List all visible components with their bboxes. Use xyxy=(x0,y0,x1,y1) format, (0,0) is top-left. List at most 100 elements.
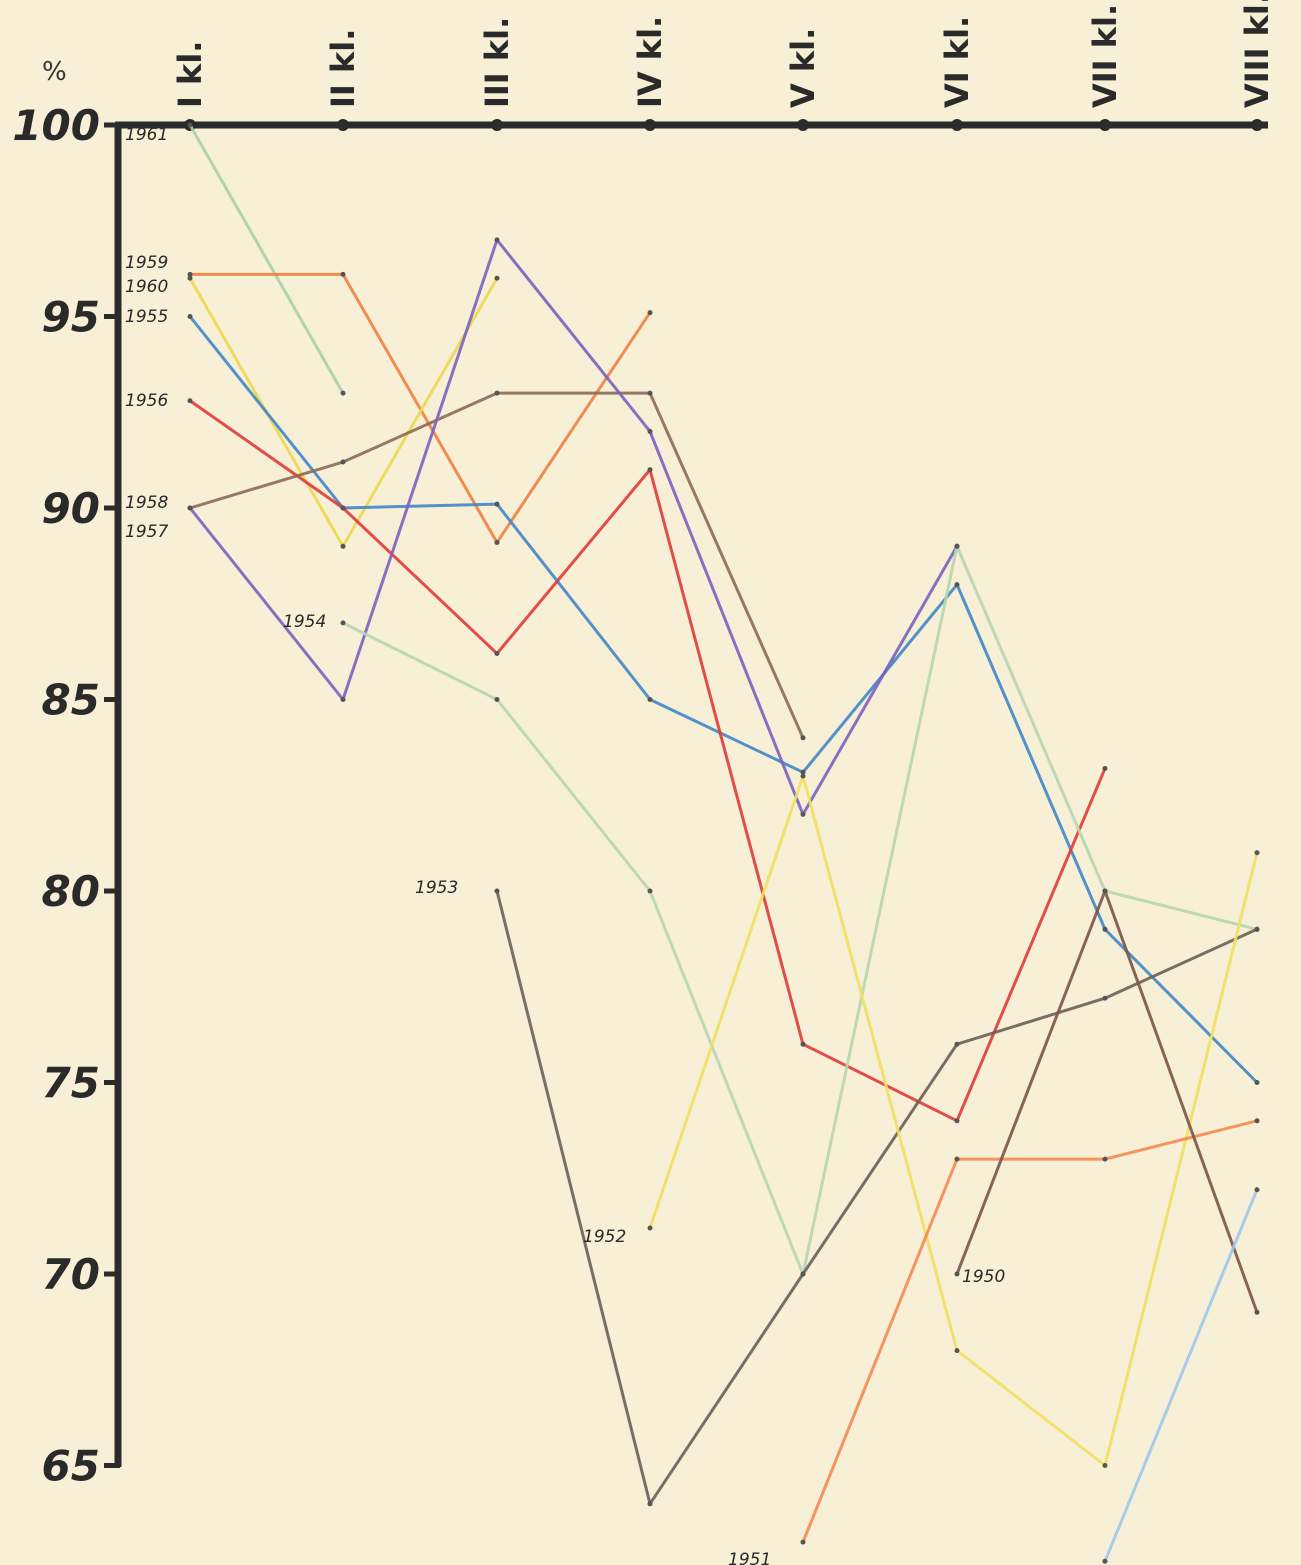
point xyxy=(340,459,346,465)
series-line xyxy=(188,124,345,394)
point xyxy=(494,539,500,545)
point xyxy=(1102,888,1108,894)
series-label: 1951 xyxy=(728,1550,771,1565)
point xyxy=(954,1041,960,1047)
x-tick xyxy=(491,119,503,131)
point xyxy=(1254,1080,1260,1085)
series-label: 1959 xyxy=(125,253,168,273)
point xyxy=(647,1225,653,1231)
series-label: 1954 xyxy=(283,612,326,632)
series-line xyxy=(1103,1189,1259,1562)
x-tick xyxy=(797,119,809,131)
series-label: 1955 xyxy=(125,307,168,327)
x-tick xyxy=(951,119,963,131)
point xyxy=(340,390,346,396)
point xyxy=(954,1271,960,1277)
point xyxy=(1102,1558,1108,1564)
series-label: 1952 xyxy=(583,1227,626,1247)
point xyxy=(647,467,653,473)
x-tick xyxy=(1099,119,1111,131)
point xyxy=(1254,1309,1260,1315)
point xyxy=(647,390,653,396)
point xyxy=(800,735,806,741)
point xyxy=(1254,926,1260,932)
point xyxy=(954,1348,960,1354)
series-line xyxy=(495,890,1258,1506)
y-axis-label: % xyxy=(42,57,67,87)
series-label: 1953 xyxy=(415,878,458,898)
x-tick-label: II kl. xyxy=(324,29,362,108)
series-label: 1956 xyxy=(125,391,168,411)
y-tick-label: 65 xyxy=(42,1442,100,1491)
point xyxy=(187,275,193,281)
point xyxy=(800,769,806,775)
y-tick-label: 95 xyxy=(42,293,100,342)
point xyxy=(187,505,193,511)
point xyxy=(1102,995,1108,1001)
point xyxy=(494,888,500,894)
x-tick-label: VIII kl. xyxy=(1238,0,1276,108)
point xyxy=(647,1501,653,1507)
point xyxy=(1254,1187,1260,1193)
point xyxy=(494,390,500,396)
series-line xyxy=(188,238,959,816)
point xyxy=(1102,1156,1108,1162)
series-label: 1960 xyxy=(125,277,168,297)
point xyxy=(1102,765,1108,771)
y-tick-label: 90 xyxy=(42,484,100,533)
x-tick-label: V kl. xyxy=(784,28,822,108)
x-tick-label: VII kl. xyxy=(1086,4,1124,108)
point xyxy=(800,1271,806,1277)
point xyxy=(494,651,500,657)
point xyxy=(187,122,193,128)
point xyxy=(954,543,960,549)
x-tick-label: IV kl. xyxy=(631,16,669,108)
point xyxy=(647,888,653,894)
point xyxy=(340,697,346,702)
point xyxy=(800,773,806,779)
point xyxy=(494,237,500,243)
series-line xyxy=(188,315,1259,1084)
point xyxy=(800,811,806,817)
point xyxy=(187,398,193,404)
series-label: 1961 xyxy=(125,125,168,145)
point xyxy=(1254,850,1260,856)
point xyxy=(494,697,500,702)
point xyxy=(187,271,193,277)
y-tick-label: 70 xyxy=(42,1250,100,1299)
x-tick-label: VI kl. xyxy=(938,16,976,108)
y-tick-label: 100 xyxy=(12,101,100,150)
point xyxy=(340,543,346,549)
series-line xyxy=(801,1119,1258,1543)
x-tick-label: I kl. xyxy=(171,41,209,108)
point xyxy=(954,582,960,588)
point xyxy=(1254,1118,1260,1124)
x-tick xyxy=(337,119,349,131)
series-label: 1958 xyxy=(125,493,168,513)
point xyxy=(647,697,653,702)
y-tick-label: 75 xyxy=(42,1059,100,1108)
series-label: 1957 xyxy=(125,522,168,542)
point xyxy=(800,1041,806,1047)
point xyxy=(647,428,653,434)
point xyxy=(954,1156,960,1162)
point xyxy=(187,314,193,319)
point xyxy=(1102,926,1108,932)
point xyxy=(1102,1463,1108,1468)
series-line xyxy=(190,272,652,544)
point xyxy=(647,310,653,316)
point xyxy=(494,275,500,281)
point xyxy=(954,1118,960,1124)
point xyxy=(800,1539,806,1545)
point xyxy=(340,620,346,626)
y-tick-label: 85 xyxy=(42,676,100,725)
series-label: 1950 xyxy=(962,1267,1005,1287)
x-tick xyxy=(644,119,656,131)
y-tick-label: 80 xyxy=(42,867,100,916)
x-tick-label: III kl. xyxy=(478,17,516,108)
point xyxy=(494,501,500,507)
point xyxy=(340,505,346,511)
